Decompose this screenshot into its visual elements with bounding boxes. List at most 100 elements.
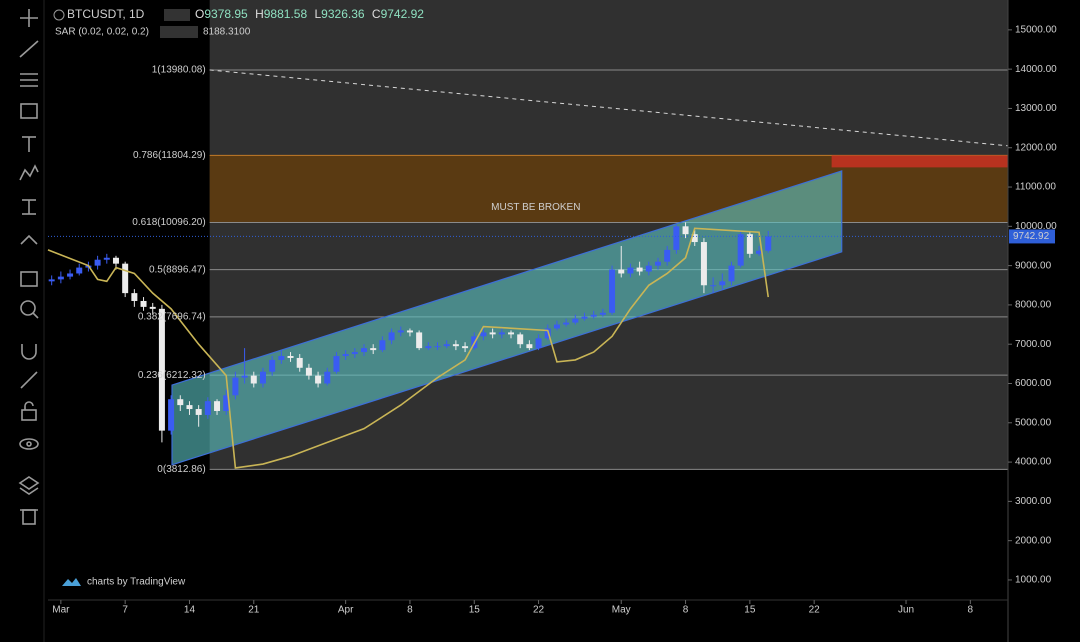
candle-body <box>305 367 312 376</box>
indicator-buttons[interactable] <box>160 26 198 38</box>
candle-body <box>462 346 469 349</box>
last-price-label: 9742.92 <box>1013 231 1050 242</box>
candle-body <box>443 344 450 347</box>
trendline-tool[interactable] <box>19 40 39 58</box>
candle-body <box>122 263 129 294</box>
candle-body <box>489 332 496 335</box>
candle-body <box>287 355 294 358</box>
fib-level-label: 0.382(7696.74) <box>138 311 206 322</box>
symbol-icon <box>53 9 65 21</box>
y-tick-label: 12000.00 <box>1015 142 1057 153</box>
candle-body <box>700 242 707 286</box>
x-tick-label: 7 <box>122 605 128 616</box>
candle-body <box>590 314 597 317</box>
x-tick-label: 8 <box>683 605 689 616</box>
favorites-tool[interactable] <box>20 271 38 287</box>
candle-body <box>351 352 358 355</box>
ohlc-label: O <box>195 7 204 21</box>
candle-body <box>618 269 625 274</box>
header: BTCUSDT, 1D O9378.95 H9881.58 L9326.36 C… <box>53 7 424 38</box>
branding-logo <box>62 578 81 586</box>
candle-body <box>232 377 239 396</box>
visibility-tool[interactable] <box>19 438 39 450</box>
x-tick-label: Mar <box>52 605 70 616</box>
lock-tool[interactable] <box>21 401 37 421</box>
candle-body <box>103 257 110 260</box>
candle-body <box>691 234 698 243</box>
ohlc-value: 9378.95 <box>204 7 248 21</box>
candle-body <box>140 300 147 307</box>
candle-body <box>195 409 202 415</box>
magnet-tool[interactable] <box>21 344 37 360</box>
candle-body <box>581 316 588 319</box>
y-tick-label: 15000.00 <box>1015 25 1057 36</box>
candle-body <box>636 267 643 272</box>
candle-body <box>645 265 652 272</box>
plot-area: 1(13980.08) 0.786(11804.29) 0.618(10096.20… <box>47 0 1009 475</box>
candle-body <box>406 330 413 333</box>
candle-body <box>563 322 570 325</box>
fib-level-label: 0.786(11804.29) <box>133 150 206 161</box>
candle-body <box>673 226 680 250</box>
candle-body <box>158 308 165 431</box>
candle-body <box>746 234 753 254</box>
candle-body <box>498 332 505 335</box>
resistance-zone <box>831 155 1008 168</box>
candle-body <box>250 375 257 384</box>
candle-body <box>609 269 616 313</box>
x-tick-label: Jun <box>898 605 914 616</box>
y-tick-label: 10000.00 <box>1015 221 1057 232</box>
y-tick-label: 14000.00 <box>1015 64 1057 75</box>
fib-tool[interactable] <box>20 73 38 87</box>
text-tool[interactable] <box>22 136 36 152</box>
candle-body <box>149 306 156 309</box>
candle-body <box>710 285 717 287</box>
fib-level-label: 0.618(10096.20) <box>132 217 205 228</box>
branding-text: charts by TradingView <box>87 577 186 588</box>
fib-level-label: 0.236(6212.32) <box>138 370 206 381</box>
candle-body <box>719 281 726 286</box>
candle-body <box>67 273 74 277</box>
x-tick-label: 22 <box>809 605 821 616</box>
candle-body <box>361 348 368 353</box>
candle-body <box>223 395 230 412</box>
header-buttons[interactable] <box>164 9 190 21</box>
collapse-tool[interactable] <box>20 234 38 245</box>
candle-body <box>186 405 193 410</box>
candle-body <box>278 355 285 360</box>
annotation: MUST BE BROKEN <box>491 202 580 213</box>
candle-body <box>627 267 634 274</box>
y-tick-label: 2000.00 <box>1015 535 1052 546</box>
y-tick-label: 4000.00 <box>1015 457 1052 468</box>
ohlc-label: L <box>314 7 321 21</box>
candle-body <box>508 332 515 335</box>
lock-draw-tool[interactable] <box>20 371 38 389</box>
candle-body <box>416 332 423 349</box>
candle-body <box>664 249 671 262</box>
zoom-tool[interactable] <box>20 300 39 319</box>
candle-body <box>654 261 661 266</box>
candle-body <box>379 340 386 351</box>
candle-body <box>388 332 395 341</box>
x-tick-label: 14 <box>184 605 196 616</box>
shape-tool[interactable] <box>20 103 38 119</box>
crosshair-tool[interactable] <box>20 9 38 27</box>
y-tick-label: 11000.00 <box>1015 182 1056 193</box>
measure-tool[interactable] <box>22 199 36 215</box>
sar-value: 8188.3100 <box>203 27 251 38</box>
y-tick-label: 8000.00 <box>1015 300 1052 311</box>
candle-body <box>517 334 524 345</box>
layers-tool[interactable] <box>18 476 40 495</box>
x-tick-label: 21 <box>248 605 260 616</box>
x-tick-label: 15 <box>469 605 481 616</box>
candle-body <box>452 344 459 347</box>
delete-tool[interactable] <box>20 509 38 525</box>
x-tick-label: 8 <box>968 605 974 616</box>
candle-body <box>425 346 432 349</box>
y-tick-label: 6000.00 <box>1015 378 1052 389</box>
candle-body <box>728 265 735 282</box>
sar-name: SAR (0.02, 0.02, 0.2) <box>55 27 149 38</box>
candle-body <box>535 338 542 349</box>
pattern-tool[interactable] <box>19 164 39 181</box>
